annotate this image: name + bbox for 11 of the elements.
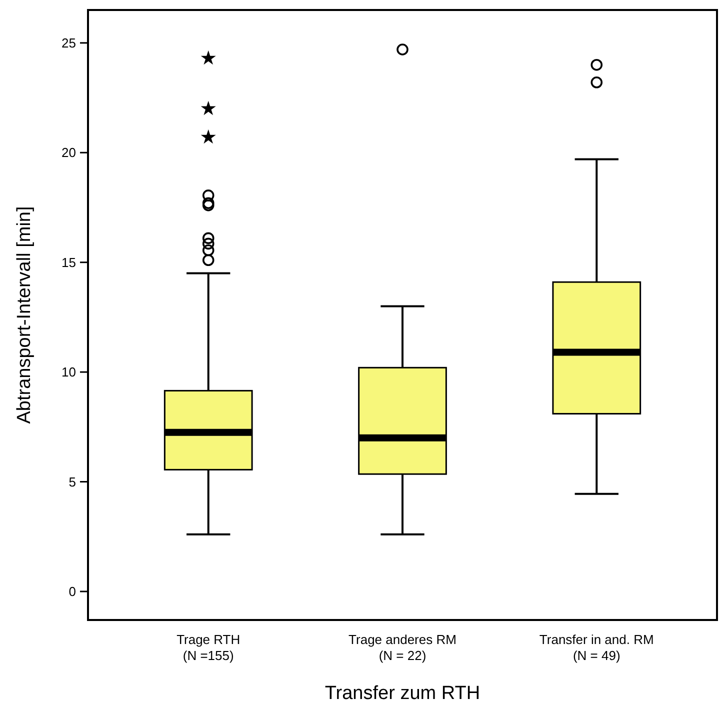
y-tick-label: 5 (68, 474, 76, 490)
x-axis-title: Transfer zum RTH (324, 683, 480, 704)
y-tick-label: 0 (68, 584, 76, 600)
y-axis-title: Abtransport-Intervall [min] (14, 206, 35, 424)
y-tick-label: 20 (62, 145, 76, 160)
x-tick-label: Transfer in and. RM (N = 49) (539, 632, 654, 663)
y-tick-label: 10 (62, 364, 76, 380)
y-tick-label: 15 (62, 254, 76, 270)
y-tick-label: 25 (62, 35, 76, 50)
x-tick-label: Trage RTH (N =155) (176, 632, 240, 663)
x-tick-label: Trage anderes RM (N = 22) (348, 632, 456, 663)
